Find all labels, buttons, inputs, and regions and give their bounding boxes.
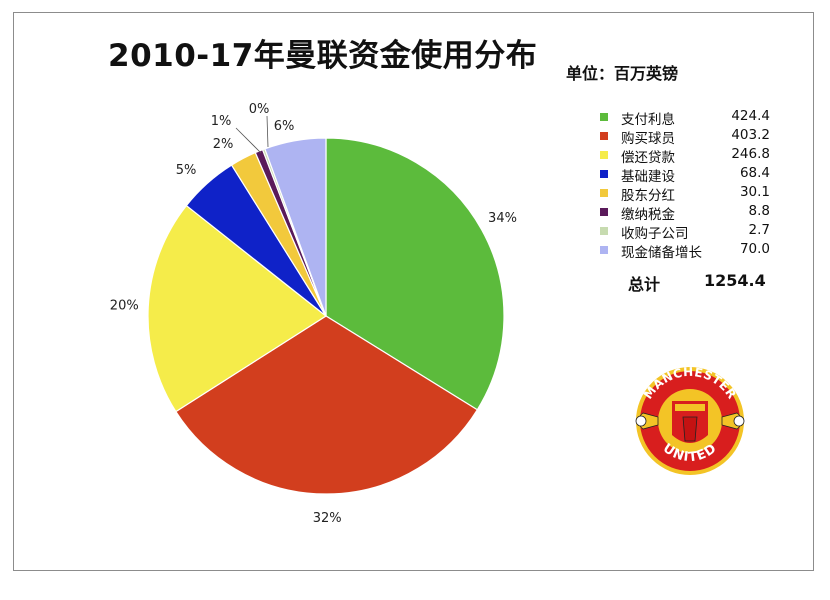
legend-value: 403.2 bbox=[731, 127, 770, 143]
slice-percent-label-2: 32% bbox=[313, 511, 342, 526]
legend-swatch bbox=[600, 132, 608, 140]
legend-item: 支付利息 424.4 bbox=[600, 108, 800, 128]
legend-swatch bbox=[600, 227, 608, 235]
pie-slice-3 bbox=[147, 204, 328, 413]
total-label: 总计 bbox=[628, 275, 661, 294]
legend-swatch bbox=[600, 189, 608, 197]
leader-line-6 bbox=[235, 127, 262, 154]
total-value: 1254.4 bbox=[704, 271, 766, 290]
slice-percent-label-1: 34% bbox=[488, 211, 517, 226]
legend-value: 30.1 bbox=[739, 184, 770, 200]
legend-item: 基础建设 68.4 bbox=[600, 165, 800, 185]
legend-item: 收购子公司 2.7 bbox=[600, 222, 800, 242]
legend-item: 现金储备增长 70.0 bbox=[600, 241, 800, 261]
chart-title: 2010-17年曼联资金使用分布 bbox=[108, 38, 538, 74]
legend-label: 购买球员 bbox=[621, 131, 675, 147]
legend-value: 424.4 bbox=[731, 108, 770, 124]
slice-percent-label-5: 2% bbox=[213, 137, 234, 152]
slice-percent-label-7: 0% bbox=[249, 102, 270, 117]
legend-label: 缴纳税金 bbox=[621, 207, 675, 223]
pie-slice-2 bbox=[175, 315, 479, 495]
unit-label: 单位：百万英镑 bbox=[566, 64, 679, 83]
slice-percent-label-3: 20% bbox=[110, 299, 139, 314]
legend-swatch bbox=[600, 208, 608, 216]
slice-percent-label-8: 6% bbox=[274, 119, 295, 134]
legend: 支付利息 424.4 购买球员 403.2 偿还贷款 246.8 基础建设 68.4 股东分红 3… bbox=[600, 108, 800, 261]
legend-label: 偿还贷款 bbox=[621, 150, 675, 166]
legend-value: 70.0 bbox=[739, 241, 770, 257]
legend-value: 2.7 bbox=[748, 222, 770, 238]
legend-value: 68.4 bbox=[739, 165, 770, 181]
pie-slice-1 bbox=[325, 137, 505, 411]
legend-label: 基础建设 bbox=[621, 169, 675, 185]
legend-label: 股东分红 bbox=[621, 188, 675, 204]
leader-line-7 bbox=[266, 115, 269, 148]
legend-label: 支付利息 bbox=[621, 112, 675, 128]
legend-item: 股东分红 30.1 bbox=[600, 184, 800, 204]
manchester-united-logo: MANCHESTER UNITED bbox=[635, 365, 745, 475]
legend-label: 收购子公司 bbox=[621, 226, 689, 242]
legend-swatch bbox=[600, 170, 608, 178]
legend-item: 缴纳税金 8.8 bbox=[600, 203, 800, 223]
legend-swatch bbox=[600, 113, 608, 121]
legend-swatch bbox=[600, 151, 608, 159]
pie-slice-8 bbox=[264, 137, 327, 317]
legend-value: 8.8 bbox=[748, 203, 770, 219]
slice-percent-label-6: 1% bbox=[211, 114, 232, 129]
legend-label: 现金储备增长 bbox=[621, 245, 702, 261]
slice-percent-label-4: 5% bbox=[176, 163, 197, 178]
legend-item: 偿还贷款 246.8 bbox=[600, 146, 800, 166]
legend-swatch bbox=[600, 246, 608, 254]
legend-item: 购买球员 403.2 bbox=[600, 127, 800, 147]
legend-value: 246.8 bbox=[731, 146, 770, 162]
